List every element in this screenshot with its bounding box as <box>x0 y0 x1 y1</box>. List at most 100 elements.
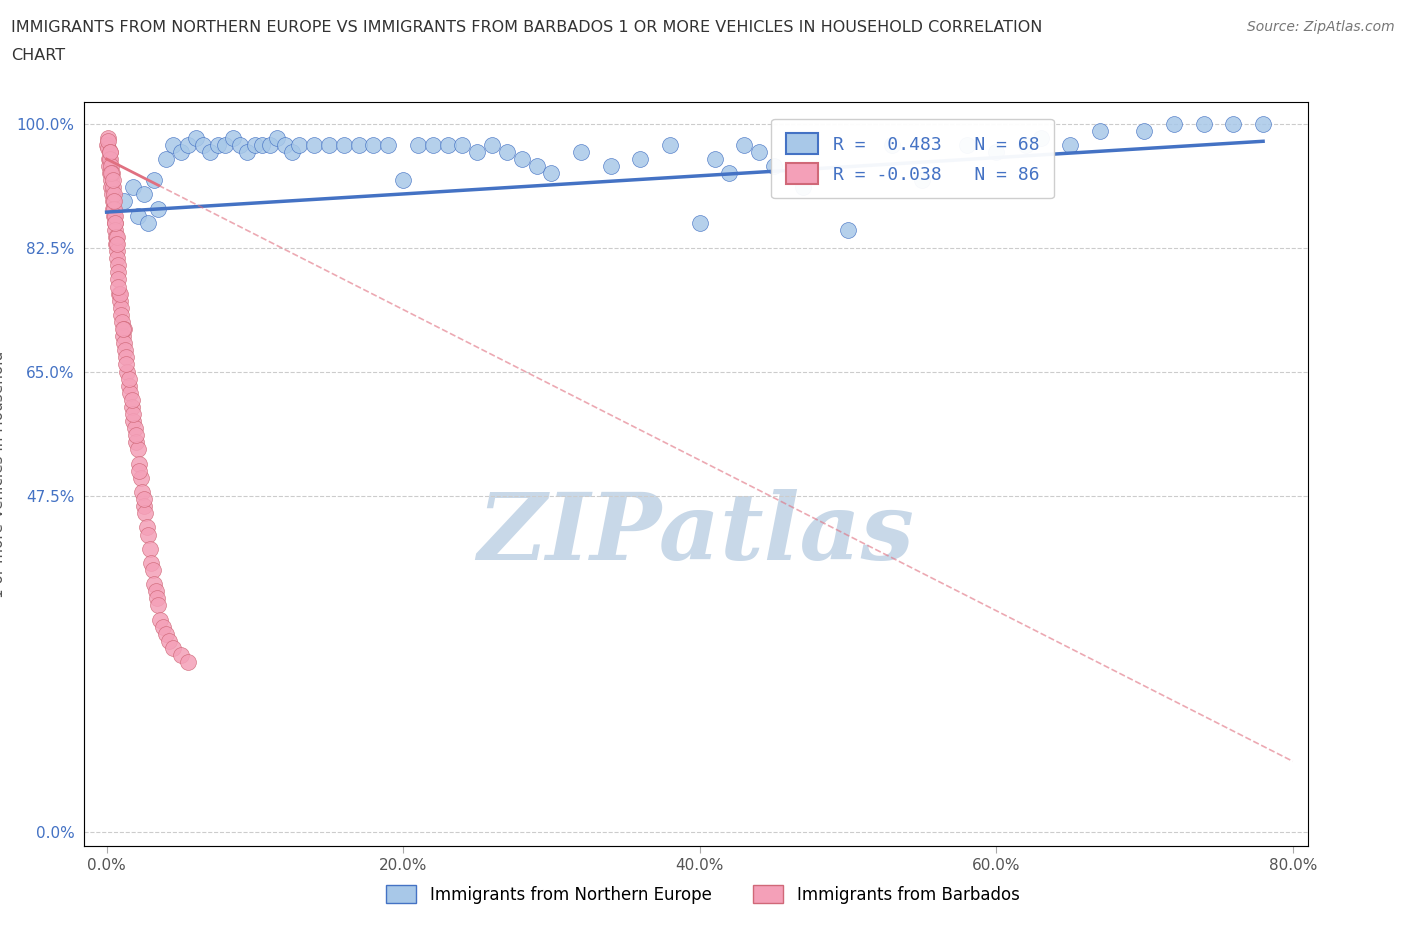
Text: ZIPatlas: ZIPatlas <box>478 489 914 578</box>
Point <box>170 144 193 159</box>
Point <box>111 328 134 343</box>
Point <box>146 591 169 605</box>
Point <box>155 626 177 641</box>
Point <box>986 144 1008 159</box>
Point <box>120 385 142 400</box>
Point <box>148 201 170 216</box>
Point <box>302 138 325 153</box>
Point <box>318 138 340 153</box>
Point <box>97 152 120 166</box>
Point <box>1088 123 1111 138</box>
Point <box>100 179 122 194</box>
Point <box>125 428 148 443</box>
Point <box>121 392 143 407</box>
Point <box>104 222 127 237</box>
Point <box>110 308 132 323</box>
Point <box>540 166 562 180</box>
Point <box>1133 123 1156 138</box>
Point <box>148 598 170 613</box>
Point <box>97 134 120 149</box>
Point <box>103 187 125 202</box>
Point <box>128 457 150 472</box>
Point <box>252 138 274 153</box>
Point <box>628 152 651 166</box>
Point <box>107 279 129 294</box>
Point <box>98 159 121 174</box>
Point <box>143 173 166 188</box>
Point <box>526 159 548 174</box>
Point <box>1163 116 1185 131</box>
Point <box>127 208 149 223</box>
Point <box>451 138 474 153</box>
Point <box>108 286 131 301</box>
Point <box>98 166 121 180</box>
Point <box>107 272 129 286</box>
Point <box>103 208 125 223</box>
Point <box>101 166 124 180</box>
Point <box>118 379 141 393</box>
Point <box>142 563 165 578</box>
Point <box>131 485 153 499</box>
Point <box>134 506 156 521</box>
Point <box>214 138 236 153</box>
Point <box>288 138 311 153</box>
Point <box>110 300 132 315</box>
Point <box>392 173 415 188</box>
Point <box>569 144 592 159</box>
Point <box>97 130 120 145</box>
Point <box>124 420 146 435</box>
Point <box>243 138 266 153</box>
Point <box>465 144 488 159</box>
Point <box>100 166 122 180</box>
Point <box>236 144 259 159</box>
Point <box>162 138 184 153</box>
Text: IMMIGRANTS FROM NORTHERN EUROPE VS IMMIGRANTS FROM BARBADOS 1 OR MORE VEHICLES I: IMMIGRANTS FROM NORTHERN EUROPE VS IMMIG… <box>11 20 1043 35</box>
Point <box>107 258 129 272</box>
Point <box>363 138 385 153</box>
Point <box>911 173 934 188</box>
Point <box>149 612 172 627</box>
Point <box>718 166 741 180</box>
Point <box>108 286 131 301</box>
Point <box>837 222 859 237</box>
Point <box>105 236 128 251</box>
Point <box>170 647 193 662</box>
Y-axis label: 1 or more Vehicles in Household: 1 or more Vehicles in Household <box>0 351 6 598</box>
Point <box>145 584 167 599</box>
Point <box>177 138 200 153</box>
Point <box>129 471 152 485</box>
Point <box>703 152 725 166</box>
Point <box>112 322 135 337</box>
Point <box>104 230 127 245</box>
Point <box>882 138 904 153</box>
Point <box>104 216 127 231</box>
Point <box>127 442 149 457</box>
Point <box>115 350 138 365</box>
Point <box>347 138 370 153</box>
Point <box>105 230 128 245</box>
Point <box>136 527 159 542</box>
Point <box>333 138 356 153</box>
Point <box>103 201 125 216</box>
Point <box>111 314 134 329</box>
Point <box>229 138 252 153</box>
Point <box>118 371 141 386</box>
Text: CHART: CHART <box>11 48 65 63</box>
Point <box>112 194 135 209</box>
Point <box>135 520 157 535</box>
Point <box>104 208 127 223</box>
Point <box>115 357 138 372</box>
Point <box>1029 130 1052 145</box>
Point <box>101 173 124 188</box>
Point <box>1059 138 1081 153</box>
Point <box>1222 116 1244 131</box>
Point <box>1015 138 1038 153</box>
Point <box>259 138 281 153</box>
Point <box>266 130 288 145</box>
Point <box>114 343 136 358</box>
Point <box>281 144 304 159</box>
Point <box>101 194 124 209</box>
Point <box>121 400 143 415</box>
Point <box>510 152 533 166</box>
Point <box>107 265 129 280</box>
